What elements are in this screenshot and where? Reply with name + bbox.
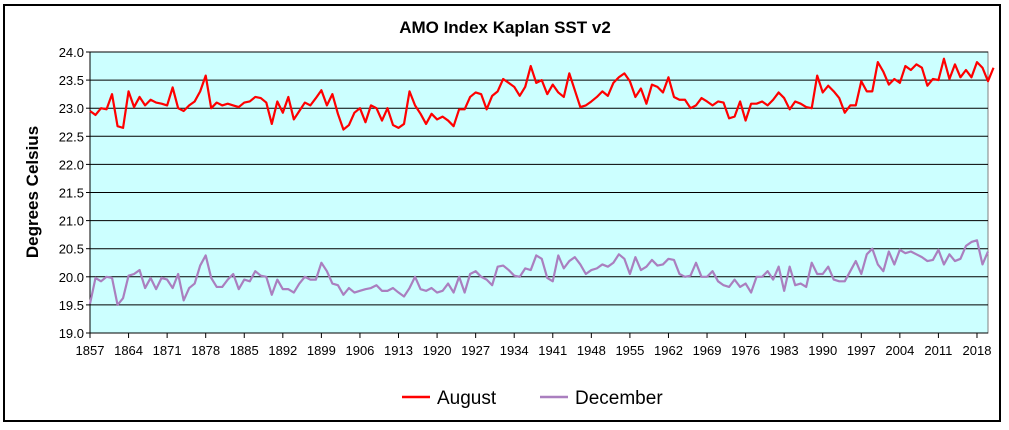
x-tick-label: 1878 xyxy=(191,343,220,358)
y-tick-label: 22.0 xyxy=(59,157,84,172)
y-tick-labels: 19.0 19.5 20.0 20.5 21.0 21.5 22.0 22.5 23.0 23.5… xyxy=(59,45,84,341)
legend-label-december: December xyxy=(575,388,663,409)
x-tick-label: 1969 xyxy=(693,343,722,358)
x-tick-label: 1864 xyxy=(114,343,143,358)
x-tick-label: 1927 xyxy=(461,343,490,358)
x-tick-label: 2018 xyxy=(963,343,992,358)
y-tick-label: 19.0 xyxy=(59,326,84,341)
y-tick-label: 23.5 xyxy=(59,73,84,88)
legend-label-august: August xyxy=(437,388,497,409)
gridlines xyxy=(86,51,988,338)
x-tick-labels: 1857 1864 1871 1878 1885 1892 1899 1906 1913 1920… xyxy=(76,343,992,358)
x-tick-label: 1857 xyxy=(76,343,105,358)
chart-title: AMO Index Kaplan SST v2 xyxy=(399,18,611,37)
y-tick-label: 21.5 xyxy=(59,186,84,201)
y-tick-label: 24.0 xyxy=(59,45,84,60)
y-tick-label: 20.0 xyxy=(59,270,84,285)
legend: August December xyxy=(402,388,663,409)
x-tick-label: 1983 xyxy=(770,343,799,358)
x-tick-label: 1906 xyxy=(345,343,374,358)
x-tick-label: 2011 xyxy=(924,343,952,358)
series-line-august xyxy=(89,57,995,131)
x-tick-label: 1955 xyxy=(615,343,644,358)
y-axis-label: Degrees Celsius xyxy=(23,126,42,258)
x-tick-label: 1962 xyxy=(654,343,683,358)
x-tick-label: 1892 xyxy=(268,343,297,358)
x-tick-label: 1934 xyxy=(500,343,529,358)
x-tick-label: 1920 xyxy=(423,343,452,358)
series-lines xyxy=(88,57,995,306)
series-line-december xyxy=(88,239,990,306)
x-tick-label: 1871 xyxy=(153,343,182,358)
x-tick-label: 1913 xyxy=(384,343,413,358)
y-tick-label: 21.0 xyxy=(59,214,84,229)
x-tick-label: 1976 xyxy=(731,343,760,358)
x-tick-label: 1990 xyxy=(808,343,837,358)
x-tick-label: 1885 xyxy=(230,343,259,358)
y-tick-label: 19.5 xyxy=(59,298,84,313)
x-tick-label: 1899 xyxy=(307,343,336,358)
y-tick-label: 23.0 xyxy=(59,101,84,116)
x-tick-label: 2004 xyxy=(885,343,914,358)
y-tick-label: 22.5 xyxy=(59,129,84,144)
x-tick-label: 1941 xyxy=(538,343,567,358)
y-tick-label: 20.5 xyxy=(59,242,84,257)
x-tick-label: 1948 xyxy=(577,343,606,358)
x-tick-label: 1997 xyxy=(847,343,876,358)
